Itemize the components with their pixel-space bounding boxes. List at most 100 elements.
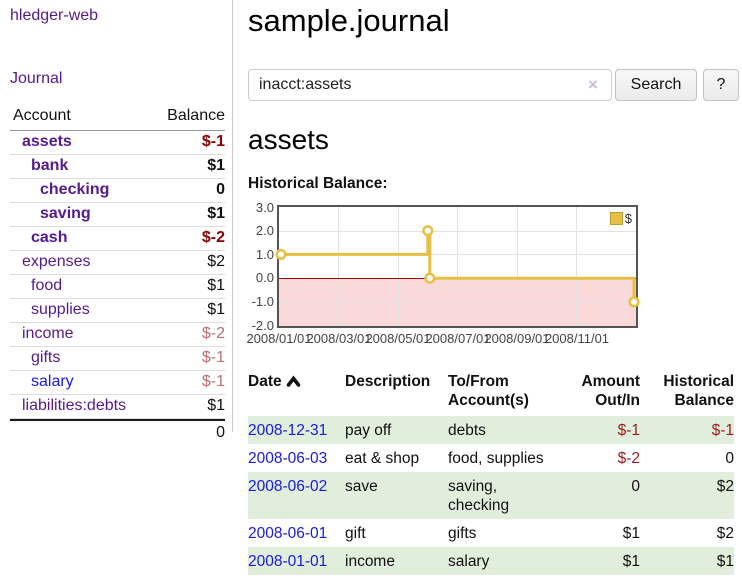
chart-x-axis-labels: 2008/01/01 2008/03/01 2008/05/01 2008/07… [246,331,636,347]
app-title-link[interactable]: hledger-web [10,7,99,24]
x-tick: 2008/09/01 [484,331,550,346]
chart-heading: Historical Balance: [248,175,388,192]
account-link[interactable]: liabilities:debts [22,397,127,414]
transaction-description: income [345,553,395,570]
account-link[interactable]: income [22,325,74,342]
x-tick: 2008/07/01 [425,331,491,346]
account-link[interactable]: assets [22,133,72,150]
account-balance: $1 [207,277,225,294]
account-row-liabilities-debts: liabilities:debts $1 [10,395,225,419]
account-page-title: assets [248,124,329,155]
transaction-row: 2008-06-03 eat & shop food, supplies $-2… [248,444,734,472]
y-tick: -2.0 [251,318,274,333]
column-header-date[interactable]: Date [248,370,345,416]
y-tick: 2.0 [255,223,274,238]
account-link[interactable]: supplies [31,301,90,318]
transaction-amount: $1 [622,525,640,542]
account-row-bank: bank $1 [10,155,225,179]
balance-line-series [275,225,640,308]
account-link[interactable]: gifts [31,349,61,366]
accounts-header-balance: Balance [167,107,225,124]
transaction-accounts: food, supplies [448,450,544,467]
transaction-accounts: saving, checking [448,478,510,514]
sidebar-item-journal[interactable]: Journal [10,70,63,87]
transactions-header-row: Date Description To/From Account(s) Amou… [248,370,734,416]
column-header-amount: Amount Out/In [581,373,640,409]
account-balance: $2 [207,253,225,270]
transaction-balance: $1 [716,553,734,570]
account-balance: $-2 [201,229,225,246]
account-row-assets: assets $-1 [10,131,225,155]
account-link[interactable]: food [31,277,63,294]
y-tick: 1.0 [255,247,274,262]
accounts-table-header: Account Balance [10,105,225,131]
transaction-row: 2008-01-01 income salary $1 $1 [248,547,734,575]
account-balance: $1 [207,397,225,414]
transaction-date-link[interactable]: 2008-06-03 [248,450,328,467]
search-input[interactable] [248,69,612,101]
account-row-income: income $-2 [10,323,225,347]
transaction-amount: $-2 [617,450,640,467]
account-link[interactable]: saving [40,205,91,222]
legend-swatch [609,212,623,225]
transaction-balance: $2 [716,478,734,495]
transaction-amount: 0 [631,478,640,495]
gridline [457,207,458,326]
account-balance: $1 [207,205,225,222]
transaction-date-link[interactable]: 2008-06-01 [248,525,328,542]
x-tick: 2008/03/01 [306,331,372,346]
account-row-gifts: gifts $-1 [10,347,225,371]
gridline [338,207,339,326]
historical-balance-chart: 3.0 2.0 1.0 0.0 -1.0 -2.0 $ 2008/01/ [246,200,734,351]
account-balance: $1 [207,301,225,318]
y-tick: -1.0 [251,294,274,309]
account-link[interactable]: salary [31,373,74,390]
transaction-balance: $-1 [711,422,734,439]
transaction-balance: $2 [716,525,734,542]
transaction-description: pay off [345,422,392,439]
transaction-date-link[interactable]: 2008-01-01 [248,553,328,570]
transaction-description: gift [345,525,366,542]
account-row-expenses: expenses $2 [10,251,225,275]
account-balance: 0 [216,181,225,198]
account-row-salary: salary $-1 [10,371,225,395]
transaction-accounts: salary [448,553,490,570]
y-tick: 0.0 [255,270,274,285]
page-title: sample.journal [248,3,450,38]
y-tick: 3.0 [255,200,274,215]
date-header-label: Date [248,373,282,390]
chart-plot-area: $ [275,205,640,328]
account-balance: $-2 [201,325,225,342]
gridline [398,207,399,326]
column-header-description: Description [345,373,431,390]
main-content: sample.journal × Search ? assets Histori… [246,0,739,575]
sort-ascending-icon [286,373,301,392]
transaction-row: 2008-06-02 save saving, checking 0 $2 [248,472,734,519]
account-balance: $-1 [201,133,225,150]
transaction-description: eat & shop [345,450,420,467]
transaction-date-link[interactable]: 2008-06-02 [248,478,328,495]
transaction-amount: $1 [622,553,640,570]
transaction-row: 2008-06-01 gift gifts $1 $2 [248,519,734,547]
transaction-date-link[interactable]: 2008-12-31 [248,422,328,439]
transaction-description: save [345,478,378,495]
help-button[interactable]: ? [703,69,739,101]
account-row-saving: saving $1 [10,203,225,227]
gridline [576,207,577,326]
transaction-row: 2008-12-31 pay off debts $-1 $-1 [248,416,734,444]
account-balance: $1 [207,157,225,174]
account-link[interactable]: expenses [22,253,91,270]
column-header-accounts: To/From Account(s) [448,373,529,409]
account-link[interactable]: cash [31,229,68,246]
search-button[interactable]: Search [615,69,697,101]
transaction-accounts: debts [448,422,486,439]
account-balance: $-1 [201,373,225,390]
clear-search-icon[interactable]: × [588,75,598,94]
account-row-food: food $1 [10,275,225,299]
transactions-table: Date Description To/From Account(s) Amou… [248,370,734,575]
account-row-supplies: supplies $1 [10,299,225,323]
x-tick: 2008/05/01 [365,331,431,346]
account-link[interactable]: bank [31,157,69,174]
legend-label: $ [624,211,632,226]
account-link[interactable]: checking [40,181,110,198]
